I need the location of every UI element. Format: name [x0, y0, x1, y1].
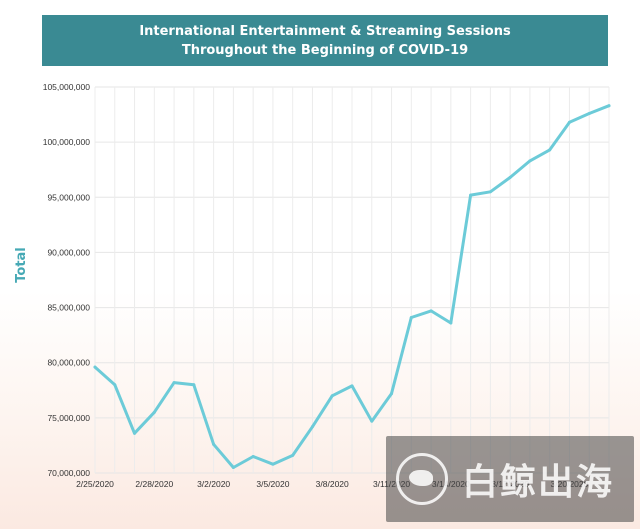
chart-title-line-2: Throughout the Beginning of COVID-19 [181, 42, 469, 58]
data-point [310, 425, 314, 429]
data-point [212, 442, 216, 446]
data-point [508, 175, 512, 179]
data-point [172, 381, 176, 385]
y-tick-label: 70,000,000 [47, 468, 90, 478]
y-tick-label: 85,000,000 [47, 303, 90, 313]
x-tick-label: 3/2/2020 [197, 479, 230, 489]
data-point [449, 321, 453, 325]
chart-title: International Entertainment & Streaming … [42, 15, 608, 66]
data-point [291, 453, 295, 457]
whale-logo-icon [396, 453, 448, 505]
data-point [587, 111, 591, 115]
data-point [231, 465, 235, 469]
chart-grid [94, 86, 610, 474]
data-point [469, 193, 473, 197]
y-tick-label: 105,000,000 [43, 82, 91, 92]
data-point [330, 394, 334, 398]
data-point [548, 148, 552, 152]
x-tick-label: 2/28/2020 [135, 479, 173, 489]
data-point [370, 419, 374, 423]
data-point [271, 462, 275, 466]
data-point [429, 309, 433, 313]
data-point [133, 431, 137, 435]
y-tick-label: 95,000,000 [47, 192, 90, 202]
data-point [567, 120, 571, 124]
data-point [390, 392, 394, 396]
y-tick-label: 75,000,000 [47, 413, 90, 423]
chart-title-line-1: International Entertainment & Streaming … [139, 23, 511, 39]
data-point [409, 315, 413, 319]
data-point [192, 383, 196, 387]
data-point [607, 104, 611, 108]
y-tick-label: 90,000,000 [47, 247, 90, 257]
data-point [488, 190, 492, 194]
y-axis-label: Total [14, 247, 29, 283]
data-point [113, 383, 117, 387]
series-total [93, 104, 611, 469]
watermark-text: 白鲸出海 [462, 462, 615, 503]
data-point [152, 410, 156, 414]
y-axis-ticks: 70,000,000 75,000,000 80,000,000 85,000,000… [43, 82, 91, 478]
data-point [528, 159, 532, 163]
x-tick-label: 3/8/2020 [316, 479, 349, 489]
x-tick-label: 3/5/2020 [256, 479, 289, 489]
x-tick-label: 2/25/2020 [76, 479, 114, 489]
y-tick-label: 80,000,000 [47, 358, 90, 368]
data-point [251, 454, 255, 458]
data-point [350, 384, 354, 388]
watermark: 白鲸出海 [386, 436, 634, 522]
y-tick-label: 100,000,000 [43, 137, 91, 147]
data-point [93, 365, 97, 369]
